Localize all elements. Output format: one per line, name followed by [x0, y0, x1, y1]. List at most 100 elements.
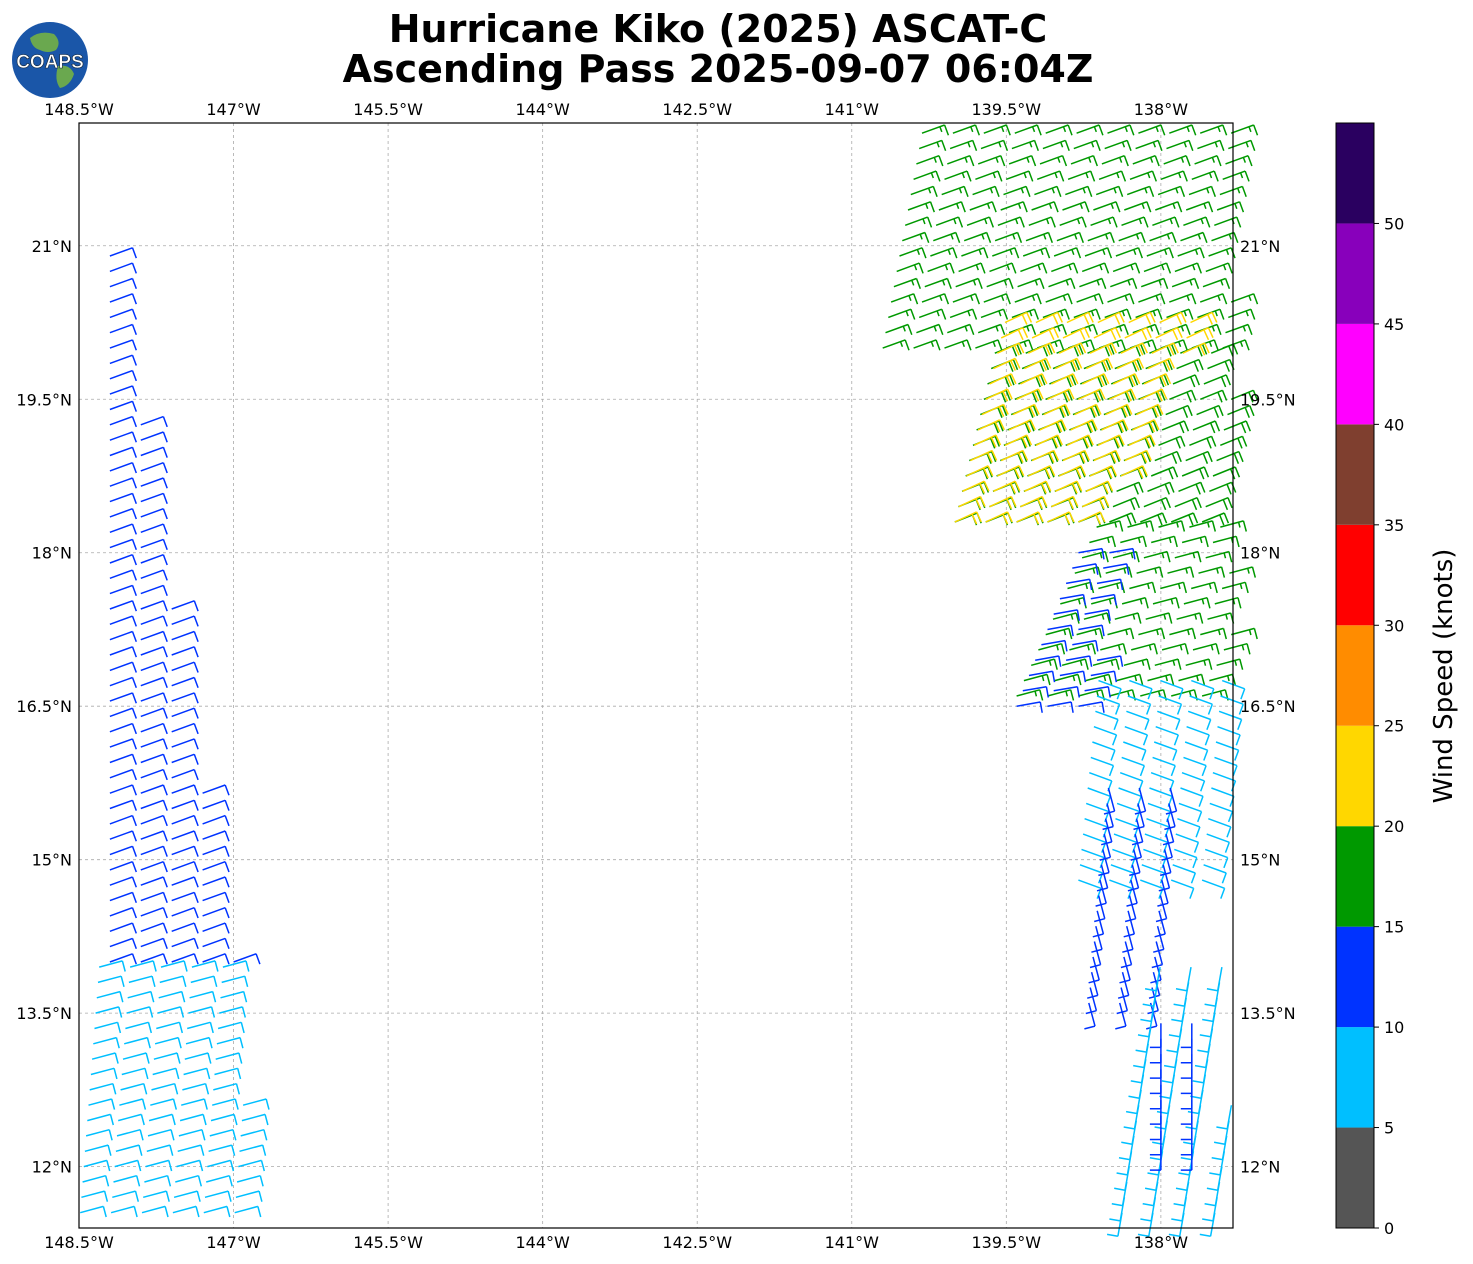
wind-barb [213, 1082, 241, 1095]
wind-barb [1109, 388, 1137, 402]
wind-barb [1157, 879, 1169, 907]
wind-barb [109, 600, 138, 612]
wind-barb [171, 784, 199, 796]
wind-barb [191, 960, 219, 972]
wind-barb [1116, 357, 1145, 371]
wind-barb [882, 339, 910, 351]
wind-barb [1214, 596, 1242, 609]
wind-barb [1123, 910, 1136, 938]
wind-barb [1158, 695, 1183, 715]
title-line-1: Hurricane Kiko (2025) ASCAT-C [388, 7, 1048, 51]
wind-barb [1180, 1054, 1193, 1079]
wind-barb [989, 495, 1017, 510]
wind-barb [171, 830, 199, 842]
lon-tick-label-bottom: 142.5°W [662, 1233, 732, 1252]
wind-barb [1136, 403, 1164, 417]
wind-barb [1209, 481, 1237, 495]
wind-barb [171, 676, 199, 689]
wind-barb [109, 262, 138, 274]
lat-tick-label-right: 19.5°N [1240, 390, 1296, 409]
wind-barb [947, 323, 975, 336]
wind-barb [1127, 695, 1152, 715]
wind-barb [1093, 201, 1121, 213]
wind-barb [1180, 1069, 1193, 1095]
wind-barb [980, 139, 1009, 151]
wind-barb [1081, 495, 1110, 510]
wind-barb [1149, 1069, 1162, 1095]
wind-barb [147, 1128, 175, 1141]
wind-barb [1140, 512, 1168, 526]
wind-barb [184, 1052, 212, 1064]
wind-barb [1016, 511, 1044, 525]
wind-barb [992, 247, 1020, 259]
wind-barb [109, 922, 138, 934]
wind-barb [966, 216, 995, 228]
wind-barb [1025, 231, 1054, 244]
wind-barb [1094, 895, 1106, 923]
wind-barb [217, 1021, 245, 1034]
wind-barb [1132, 323, 1160, 336]
lat-tick-label-left: 18°N [32, 544, 72, 563]
wind-barb [1151, 535, 1178, 548]
wind-barb [1035, 311, 1063, 325]
wind-barb [1045, 389, 1073, 403]
wind-barb [140, 953, 168, 965]
wind-barb [1205, 262, 1233, 274]
wind-barb [1031, 201, 1059, 213]
wind-barb [1160, 679, 1184, 700]
wind-barb [202, 784, 230, 796]
wind-barb [1201, 689, 1229, 701]
wind-barb [1211, 231, 1239, 244]
wind-barb [127, 990, 155, 1003]
wind-barb [1228, 308, 1256, 320]
wind-barb [1124, 327, 1152, 341]
wind-barb [1133, 1043, 1149, 1069]
wind-barb [1089, 465, 1118, 479]
wind-barb [996, 342, 1025, 356]
wind-barb [913, 339, 941, 351]
globe-land-shape [30, 32, 59, 52]
colorbar-tick-label: 10 [1384, 1018, 1404, 1037]
wind-barb [1139, 388, 1168, 402]
wind-barb [109, 385, 138, 397]
colorbar-tick-label: 5 [1384, 1119, 1394, 1138]
wind-barb [240, 1128, 268, 1141]
wind-barb [1078, 701, 1105, 713]
wind-barb [1147, 357, 1175, 371]
wind-barb [977, 154, 1006, 167]
wind-barb [918, 308, 947, 320]
colorbar-bin [1336, 1027, 1374, 1128]
lon-tick-label-bottom: 139.5°W [972, 1233, 1042, 1252]
wind-barb [1103, 787, 1116, 815]
wind-barb [1174, 848, 1198, 869]
wind-barb [1143, 262, 1172, 274]
wind-barb [1158, 520, 1186, 532]
wind-barb [1170, 512, 1199, 526]
wind-barb [1058, 342, 1087, 356]
colorbar-label: Wind Speed (knots) [1429, 549, 1459, 804]
wind-barb [1176, 612, 1204, 624]
wind-barb [1218, 710, 1243, 731]
wind-barb [1072, 639, 1099, 652]
wind-barb [146, 1144, 174, 1156]
wind-barb [916, 154, 944, 167]
wind-barb [109, 584, 138, 596]
wind-barb [1165, 787, 1178, 815]
wind-barb [202, 937, 230, 949]
wind-barb [140, 569, 168, 581]
wind-barb [1173, 982, 1190, 1007]
wind-barb [88, 1098, 116, 1110]
wind-barb [1081, 550, 1109, 563]
colorbar-tick-label: 20 [1384, 817, 1404, 836]
wind-barb [1197, 1028, 1214, 1053]
wind-barb [140, 553, 168, 566]
wind-barb [1160, 581, 1188, 594]
wind-barb [109, 308, 138, 320]
lat-tick-label-left: 15°N [32, 851, 72, 870]
wind-barb [171, 814, 199, 827]
lon-tick-label-top: 142.5°W [662, 100, 732, 119]
lat-tick-label-right: 21°N [1240, 237, 1280, 256]
wind-barb [975, 170, 1003, 182]
wind-barb [1161, 642, 1189, 655]
lon-tick-label-bottom: 145.5°W [353, 1233, 423, 1252]
